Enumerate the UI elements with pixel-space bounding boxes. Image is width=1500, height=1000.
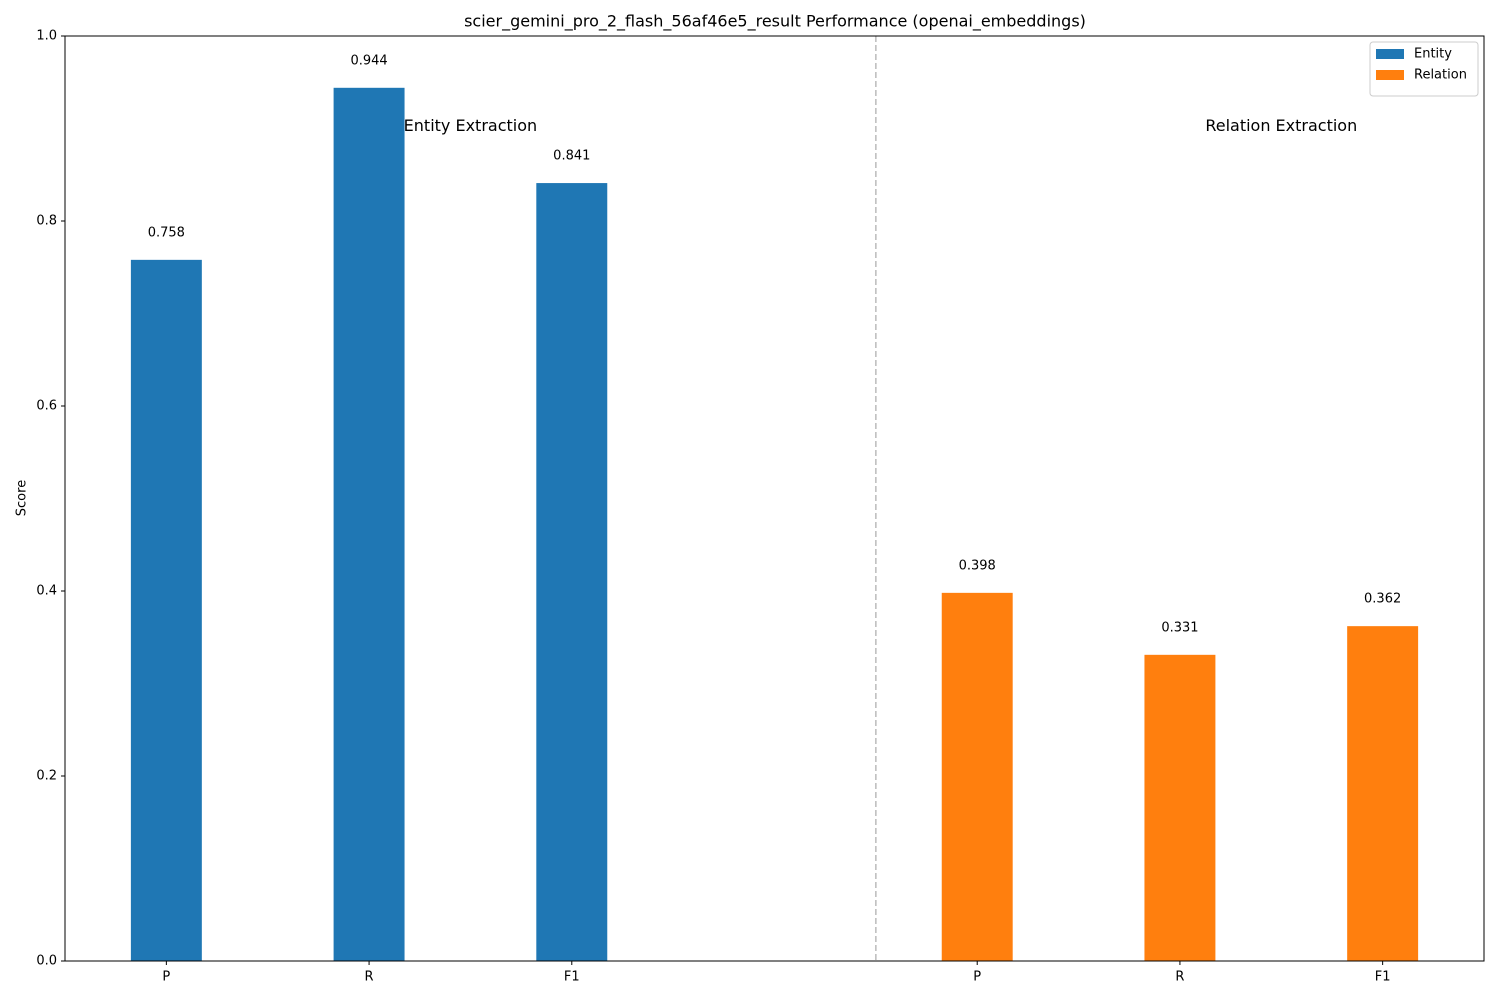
annotation: Relation Extraction <box>1205 116 1357 135</box>
value-label: 0.758 <box>148 225 185 240</box>
bar <box>333 87 405 962</box>
legend-label: Relation <box>1414 68 1467 83</box>
x-tick-label: P <box>162 970 170 985</box>
value-label: 0.944 <box>350 53 387 68</box>
x-tick-label: F1 <box>564 970 580 985</box>
bar <box>1347 626 1419 961</box>
bar <box>941 592 1013 961</box>
value-label: 0.331 <box>1161 620 1198 635</box>
legend-label: Entity <box>1414 47 1452 62</box>
bar <box>1144 654 1216 961</box>
annotation: Entity Extraction <box>404 116 537 135</box>
y-tick-label: 0.4 <box>36 584 57 599</box>
x-tick-label: F1 <box>1375 970 1391 985</box>
y-axis-label: Score <box>15 480 30 516</box>
value-label: 0.841 <box>553 149 590 164</box>
legend-swatch <box>1376 49 1404 59</box>
y-tick-label: 0.2 <box>36 769 57 784</box>
y-tick-label: 0.6 <box>36 399 57 414</box>
value-label: 0.398 <box>959 558 996 573</box>
legend: Entity Relation <box>1369 41 1479 97</box>
x-tick-label: R <box>365 970 374 985</box>
chart-title: scier_gemini_pro_2_flash_56af46e5_result… <box>464 12 1086 32</box>
x-tick-label: P <box>973 970 981 985</box>
bar <box>130 259 202 962</box>
bar <box>536 183 608 961</box>
legend-swatch <box>1376 70 1404 80</box>
plot-frame <box>64 35 1485 962</box>
y-tick-label: 1.0 <box>36 29 57 44</box>
value-label: 0.362 <box>1364 592 1401 607</box>
y-tick-label: 0.0 <box>36 954 57 969</box>
y-tick-label: 0.8 <box>36 214 57 229</box>
x-tick-label: R <box>1175 970 1184 985</box>
